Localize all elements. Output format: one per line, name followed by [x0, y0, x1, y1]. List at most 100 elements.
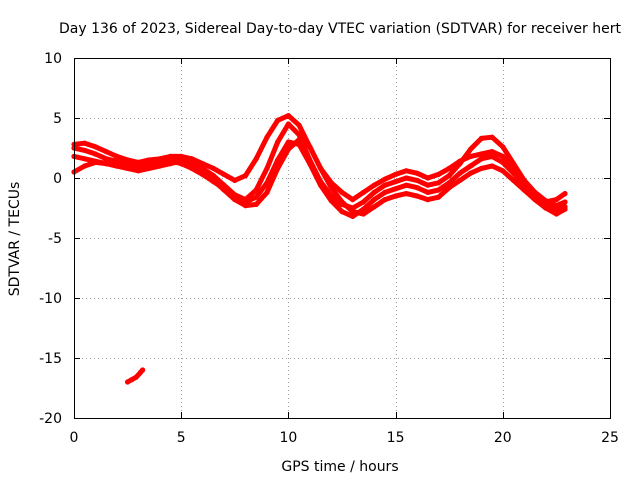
- data-point: [360, 189, 366, 195]
- data-point: [264, 165, 270, 171]
- data-point: [157, 156, 163, 162]
- data-point: [532, 191, 538, 197]
- data-point: [242, 173, 249, 179]
- data-point: [489, 134, 495, 140]
- data-point: [82, 163, 88, 169]
- chart-title: Day 136 of 2023, Sidereal Day-to-day VTE…: [59, 21, 621, 37]
- data-point: [532, 197, 538, 203]
- data-point: [371, 204, 377, 210]
- data-point: [103, 149, 109, 155]
- data-point: [457, 158, 463, 164]
- y-tick-label: -20: [39, 411, 62, 427]
- data-point: [129, 377, 135, 383]
- data-point: [92, 151, 98, 157]
- data-point: [146, 157, 152, 163]
- data-point: [435, 194, 442, 200]
- data-point: [403, 191, 409, 197]
- data-point: [167, 161, 174, 167]
- data-point: [425, 182, 431, 188]
- data-point: [82, 147, 88, 153]
- data-point: [478, 135, 484, 141]
- data-point: [371, 182, 377, 188]
- data-point: [403, 182, 409, 188]
- data-point: [446, 173, 452, 179]
- data-point: [296, 122, 302, 128]
- data-point: [446, 185, 452, 191]
- data-point: [339, 189, 345, 195]
- data-point: [82, 156, 88, 162]
- data-point: [468, 170, 474, 176]
- data-point: [468, 146, 474, 152]
- data-point: [489, 153, 495, 159]
- data-point: [478, 165, 484, 171]
- data-point: [253, 194, 259, 200]
- data-point: [146, 165, 152, 171]
- data-point: [562, 206, 568, 212]
- x-tick-label: 10: [279, 430, 297, 446]
- x-tick-label: 20: [494, 430, 512, 446]
- data-point: [189, 156, 195, 162]
- data-point: [382, 189, 388, 195]
- data-point: [521, 180, 527, 186]
- data-point: [393, 193, 399, 199]
- data-point: [264, 134, 270, 140]
- data-point: [553, 197, 560, 203]
- data-point: [92, 159, 98, 165]
- data-point: [275, 165, 281, 171]
- data-point: [435, 180, 442, 186]
- data-point: [328, 180, 334, 186]
- data-point: [125, 165, 131, 171]
- data-point: [253, 187, 259, 193]
- data-point: [350, 197, 356, 203]
- data-point: [562, 191, 568, 197]
- data-point: [360, 199, 366, 205]
- data-point: [350, 213, 356, 219]
- data-point: [457, 177, 463, 183]
- data-point: [200, 161, 206, 167]
- data-point: [446, 165, 452, 171]
- data-point: [500, 168, 506, 174]
- data-point: [414, 193, 420, 199]
- data-point: [232, 197, 238, 203]
- data-point: [103, 161, 109, 167]
- data-point: [500, 144, 506, 150]
- data-point: [253, 156, 259, 162]
- x-tick-label: 5: [177, 430, 186, 446]
- y-tick-label: 5: [53, 111, 62, 127]
- data-point: [232, 177, 238, 183]
- data-point: [382, 182, 388, 188]
- data-point: [135, 159, 141, 165]
- data-point: [189, 163, 195, 169]
- data-point: [371, 197, 377, 203]
- data-point: [543, 205, 549, 211]
- data-point: [328, 198, 334, 204]
- data-point: [157, 163, 163, 169]
- x-axis-label: GPS time / hours: [281, 459, 398, 475]
- data-point: [425, 189, 431, 195]
- data-point: [521, 187, 527, 193]
- y-tick-label: -5: [48, 231, 62, 247]
- data-point: [135, 168, 141, 174]
- data-point: [457, 170, 463, 176]
- data-point: [435, 171, 442, 177]
- data-point: [285, 113, 291, 119]
- data-point: [285, 121, 291, 127]
- data-point: [275, 139, 281, 145]
- data-point: [103, 156, 109, 162]
- data-point: [264, 189, 270, 195]
- data-point: [414, 170, 420, 176]
- data-point: [562, 199, 568, 205]
- data-point: [125, 157, 131, 163]
- data-point: [125, 379, 131, 385]
- y-tick-label: -15: [39, 351, 62, 367]
- y-tick-label: 10: [44, 51, 62, 67]
- data-point: [114, 163, 120, 169]
- data-point: [221, 187, 227, 193]
- data-point: [393, 179, 399, 185]
- data-point: [425, 197, 431, 203]
- data-point: [478, 151, 484, 157]
- data-point: [360, 211, 366, 217]
- data-point: [468, 163, 474, 169]
- data-point: [114, 153, 120, 159]
